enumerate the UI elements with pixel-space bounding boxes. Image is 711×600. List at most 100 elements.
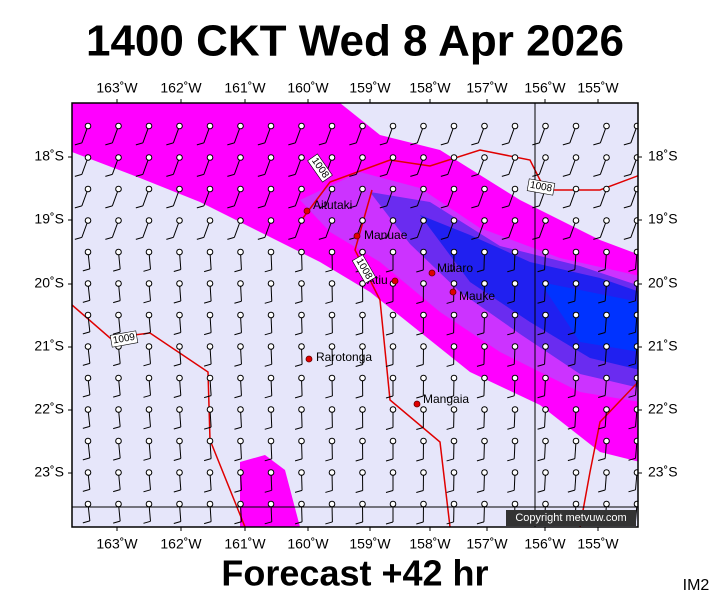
barb-flag [74, 236, 82, 240]
barb-flag [113, 457, 121, 461]
barb-flag [416, 301, 424, 304]
barb-flag [355, 521, 363, 525]
station [511, 248, 519, 256]
barb-flag [264, 300, 272, 304]
barb-flag [628, 457, 636, 461]
title: 1400 CKT Wed 8 Apr 2026 [86, 17, 624, 66]
station [237, 248, 244, 256]
station [389, 374, 397, 382]
station [145, 154, 153, 161]
station [176, 469, 183, 476]
barb-flag [143, 268, 151, 272]
station [115, 280, 122, 287]
station [206, 500, 214, 508]
place-label: Mauke [459, 289, 495, 303]
station [176, 248, 183, 256]
barb-flag [143, 300, 151, 304]
barb-flag [593, 236, 601, 240]
lon-label: 163˚W [96, 80, 138, 96]
station [572, 374, 580, 382]
station [145, 469, 153, 476]
wind-barbs [74, 122, 638, 525]
station [481, 437, 488, 445]
station [145, 248, 153, 256]
barb-flag [325, 363, 333, 367]
station [298, 248, 305, 256]
barb-flag [355, 458, 363, 462]
barb-flag [623, 142, 631, 146]
barb-flag [264, 363, 272, 367]
place-dot [303, 207, 311, 215]
station [481, 248, 488, 256]
barb-flag [325, 426, 333, 430]
station [115, 154, 122, 161]
station [176, 280, 183, 287]
barb-flag [234, 489, 242, 493]
barb-flag [471, 205, 479, 209]
barb-flag [476, 489, 485, 493]
barb-flag [501, 205, 509, 209]
station [450, 500, 458, 508]
station [237, 406, 244, 413]
barb-flag [501, 236, 509, 240]
barb-flag [294, 458, 303, 462]
barb-flag [82, 331, 90, 335]
barb-flag [113, 300, 121, 304]
rain-light [72, 103, 638, 462]
barb-flag [294, 426, 303, 430]
barb-flag [203, 489, 212, 493]
barb-flag [257, 142, 265, 146]
station [115, 437, 122, 445]
barb-flag [113, 520, 121, 524]
station [572, 311, 580, 319]
barb-flag [173, 520, 181, 524]
station [84, 280, 92, 287]
station [267, 185, 275, 193]
station [511, 122, 519, 130]
barb-flag [416, 395, 424, 399]
station [84, 469, 92, 476]
barb-flag [135, 205, 143, 209]
station [542, 154, 549, 161]
barb-flag [135, 142, 143, 146]
station [389, 217, 397, 224]
station [633, 343, 638, 350]
station [298, 311, 305, 319]
station [176, 217, 183, 224]
barb-flag [143, 331, 151, 335]
station [237, 343, 244, 350]
lon-label: 161˚W [224, 80, 266, 96]
station [572, 469, 580, 476]
barb-flag [288, 236, 296, 240]
station [176, 343, 183, 350]
station [176, 374, 183, 382]
barb-flag [416, 269, 424, 273]
barb-flag [264, 458, 272, 462]
station [420, 122, 427, 130]
barb-flag [623, 236, 631, 240]
station [145, 343, 153, 350]
lon-label: 159˚W [349, 80, 391, 96]
barb-flag [537, 300, 545, 304]
station [633, 217, 638, 224]
station [206, 343, 214, 350]
lat-label: 21˚S [648, 338, 678, 354]
station [542, 217, 549, 224]
station [237, 122, 244, 130]
station [603, 185, 610, 193]
station [359, 406, 366, 413]
barb-flag [379, 173, 387, 177]
barb-flag [598, 457, 606, 461]
barb-flag [476, 426, 485, 430]
barb-flag [385, 269, 394, 273]
barb-flag [135, 173, 143, 177]
isobar-label: 1008 [526, 178, 556, 196]
barb-flag [257, 236, 265, 240]
barb-flag [264, 332, 272, 336]
station [450, 343, 458, 350]
barb-flag [628, 394, 636, 398]
station [145, 122, 153, 130]
lon-label: 158˚W [409, 536, 451, 552]
barb-flag [288, 142, 296, 146]
barb-flag [476, 521, 485, 525]
